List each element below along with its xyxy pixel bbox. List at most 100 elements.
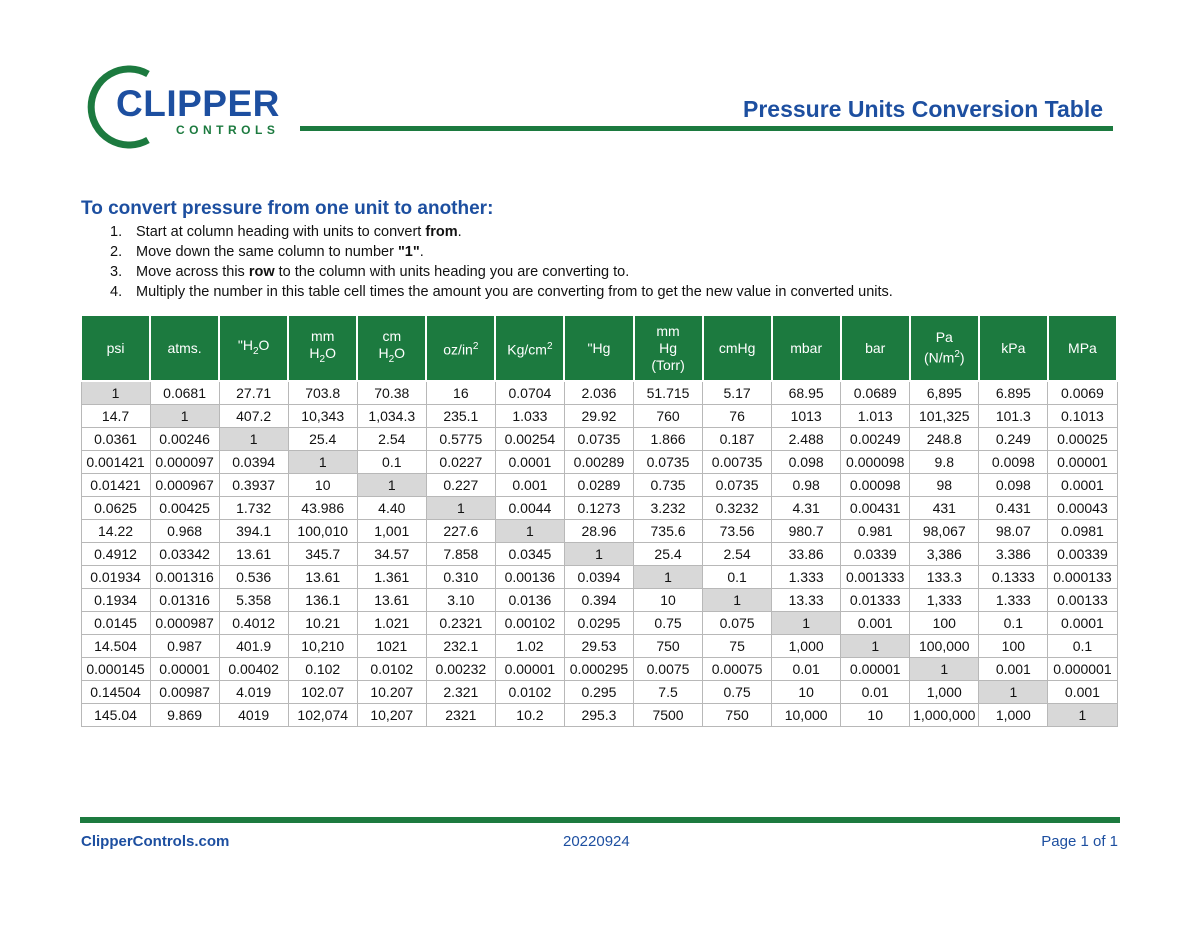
table-cell: 9.869 [149,703,220,727]
table-cell: 101.3 [978,404,1049,428]
table-cell-unity: 1 [1047,703,1118,727]
table-cell: 98,067 [909,519,980,543]
table-cell: 10 [632,588,704,612]
table-cell: 0.001 [978,657,1049,681]
table-cell: 6,895 [909,380,980,405]
table-row: 0.0361 0.00246 1 25.4 2.54 0.5775 0.00254 0.073… [80,427,1118,451]
table-cell: 14.504 [80,634,151,658]
table-cell: 0.0735 [563,427,635,451]
table-cell: 2.54 [356,427,427,451]
table-cell: 0.0704 [494,380,565,405]
table-cell: 0.001333 [840,565,911,589]
table-row: 0.000145 0.00001 0.00402 0.102 0.0102 0.00232… [80,657,1118,681]
table-cell: 0.0098 [978,450,1049,474]
table-row: 0.4912 0.03342 13.61 345.7 34.57 7.858 0.0345 1… [80,542,1118,566]
footer-divider [80,817,1120,823]
table-cell: 394.1 [218,519,289,543]
table-cell: 0.001316 [149,565,220,589]
table-cell: 0.01333 [840,588,911,612]
table-cell: 0.1 [702,565,773,589]
table-cell: 13.61 [356,588,427,612]
instruction-step: 3. Move across this row to the column wit… [110,264,630,280]
table-cell: 3,386 [909,542,980,566]
table-cell: 51.715 [632,380,704,405]
table-cell: 4.019 [218,680,289,704]
clipper-ring-logo-icon [87,65,150,149]
table-body: 1 0.0681 27.71 703.8 70.38 16 0.0704 2.036 51.71… [80,380,1118,727]
table-cell: 10,343 [287,404,358,428]
document-title: Pressure Units Conversion Table [742,96,1103,122]
table-cell: 0.431 [978,496,1049,520]
table-cell-unity: 1 [702,588,773,612]
table-cell: 13.33 [771,588,842,612]
table-cell: 4.31 [771,496,842,520]
table-cell: 10.21 [287,611,358,635]
table-cell: 0.310 [425,565,496,589]
column-header: atms. [149,314,221,382]
step-emphasis: from [425,224,458,240]
table-cell: 0.0136 [494,588,565,612]
table-cell: 0.0102 [494,680,565,704]
table-cell: 0.968 [149,519,220,543]
table-cell: 0.01421 [80,473,151,497]
column-header: Kg/cm2 [494,314,566,382]
table-cell: 0.00735 [702,450,773,474]
table-cell: 0.0289 [563,473,635,497]
table-cell: 0.00098 [840,473,911,497]
table-cell: 0.0102 [356,657,427,681]
table-cell: 0.536 [218,565,289,589]
table-cell: 0.001 [840,611,911,635]
table-cell: 0.00987 [149,680,220,704]
table-row: 0.14504 0.00987 4.019 102.07 10.207 2.321 0.01… [80,680,1118,704]
table-cell: 0.75 [702,680,773,704]
table-cell: 10 [771,680,842,704]
table-cell: 1013 [771,404,842,428]
table-cell: 133.3 [909,565,980,589]
table-cell: 0.227 [425,473,496,497]
table-cell: 0.00025 [1047,427,1118,451]
table-cell: 0.0001 [1047,473,1118,497]
table-cell: 102,074 [287,703,358,727]
table-cell: 1.333 [771,565,842,589]
table-cell: 0.102 [287,657,358,681]
table-cell: 0.2321 [425,611,496,635]
table-cell: 1.333 [978,588,1049,612]
table-cell: 0.0625 [80,496,151,520]
table-cell-unity: 1 [771,611,842,635]
table-cell: 0.00246 [149,427,220,451]
table-cell: 0.0145 [80,611,151,635]
table-cell: 0.1 [356,450,427,474]
table-cell: 0.00102 [494,611,565,635]
table-cell: 10,210 [287,634,358,658]
table-cell-unity: 1 [494,519,565,543]
table-cell-unity: 1 [978,680,1049,704]
table-cell: 27.71 [218,380,289,405]
table-cell: 1,000,000 [909,703,980,727]
table-cell: 0.001 [494,473,565,497]
table-cell: 1.02 [494,634,565,658]
table-cell: 100 [978,634,1049,658]
table-cell: 0.098 [771,450,842,474]
table-cell: 0.00043 [1047,496,1118,520]
instruction-step: 2. Move down the same column to number "1… [110,244,424,260]
table-cell: 16 [425,380,496,405]
table-cell: 0.001 [1047,680,1118,704]
column-header: "Hg [563,314,635,382]
table-cell: 7.858 [425,542,496,566]
table-cell: 0.000098 [840,450,911,474]
table-cell: 0.987 [149,634,220,658]
table-cell: 14.22 [80,519,151,543]
table-cell: 3.10 [425,588,496,612]
table-row: 0.01934 0.001316 0.536 13.61 1.361 0.310 0.001… [80,565,1118,589]
table-cell: 0.0689 [840,380,911,405]
table-cell: 1,000 [771,634,842,658]
table-cell: 0.00249 [840,427,911,451]
table-cell: 0.01 [840,680,911,704]
instructions-list: 1. Start at column heading with units to … [106,222,893,302]
table-cell: 0.1333 [978,565,1049,589]
table-cell: 0.249 [978,427,1049,451]
step-number: 3. [110,264,123,280]
table-cell: 1.021 [356,611,427,635]
table-cell: 0.000967 [149,473,220,497]
footer-website: ClipperControls.com [81,833,230,850]
